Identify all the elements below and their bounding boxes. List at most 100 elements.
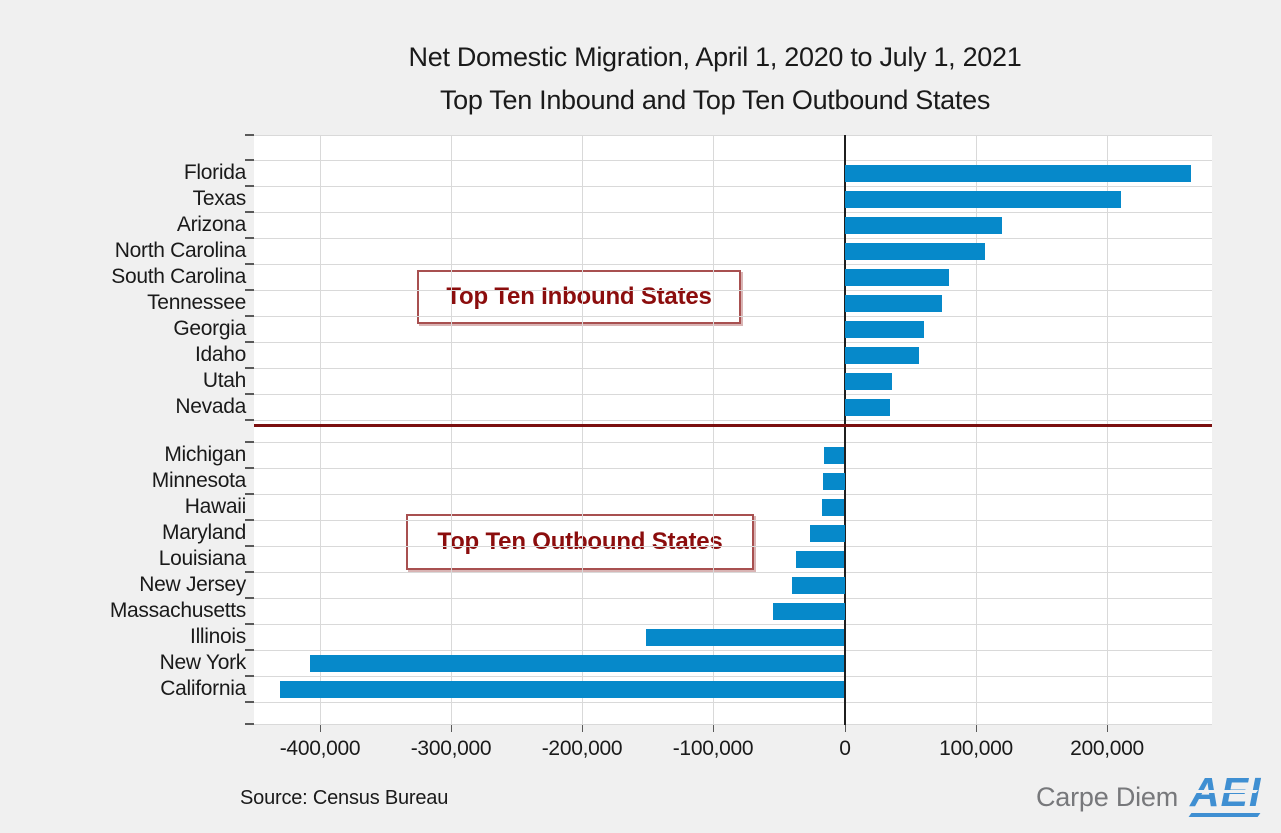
y-label-minnesota: Minnesota — [151, 469, 247, 492]
y-label-tennessee: Tennessee — [147, 291, 246, 314]
y-axis-tick — [245, 701, 254, 703]
y-axis-tick — [245, 315, 254, 317]
gridline-horizontal — [254, 468, 1212, 469]
bar-california — [280, 680, 845, 698]
y-axis-tick — [245, 211, 254, 213]
y-axis-tick — [245, 623, 254, 625]
gridline-horizontal — [254, 598, 1212, 599]
gridline-horizontal — [254, 212, 1212, 213]
gridline-vertical — [1107, 135, 1108, 725]
bar-massachusetts — [773, 602, 845, 620]
carpe-diem-aei-logo: Carpe Diem AEI — [1036, 772, 1269, 820]
gridline-horizontal — [254, 290, 1212, 291]
gridline-horizontal — [254, 394, 1212, 395]
gridline-horizontal — [254, 368, 1212, 369]
y-label-utah: Utah — [202, 369, 246, 392]
y-label-texas: Texas — [192, 187, 247, 210]
bar-hawaii — [821, 498, 845, 516]
y-axis-tick — [245, 341, 254, 343]
y-axis-tick — [245, 185, 254, 187]
x-axis-tick — [845, 725, 846, 732]
y-axis-tick — [245, 289, 254, 291]
chart-title-line2: Top Ten Inbound and Top Ten Outbound Sta… — [439, 85, 991, 115]
plot-area: Top Ten Inbound States Top Ten Outbound … — [254, 135, 1212, 725]
y-label-illinois: Illinois — [190, 625, 246, 648]
x-tick-label: -200,000 — [541, 737, 623, 760]
inbound-annotation-label: Top Ten Inbound States — [446, 283, 712, 310]
bar-idaho — [844, 346, 919, 364]
x-axis-tick — [582, 725, 583, 732]
y-axis-tick — [245, 649, 254, 651]
y-label-florida: Florida — [183, 161, 246, 184]
x-axis-tick — [320, 725, 321, 732]
gridline-horizontal — [254, 186, 1212, 187]
aei-logo: AEI — [1188, 772, 1269, 820]
bar-florida — [844, 164, 1191, 182]
gridline-vertical — [976, 135, 977, 725]
gridline-vertical — [713, 135, 714, 725]
gridline-horizontal — [254, 702, 1212, 703]
gridline-horizontal — [254, 724, 1212, 725]
gridline-horizontal — [254, 546, 1212, 547]
gridline-horizontal — [254, 494, 1212, 495]
zero-axis-line — [844, 135, 846, 725]
outbound-annotation-box: Top Ten Outbound States — [406, 514, 754, 570]
y-label-south-carolina: South Carolina — [111, 265, 246, 288]
gridline-horizontal — [254, 160, 1212, 161]
outbound-annotation-label: Top Ten Outbound States — [437, 528, 723, 555]
y-axis-tick — [245, 237, 254, 239]
carpe-diem-wordmark: Carpe Diem — [1036, 782, 1179, 812]
bar-texas — [844, 190, 1122, 208]
y-label-georgia: Georgia — [173, 317, 246, 340]
bar-new-jersey — [791, 576, 845, 594]
y-axis-tick — [245, 441, 254, 443]
x-tick-label: 200,000 — [1070, 737, 1144, 760]
gridline-horizontal — [254, 624, 1212, 625]
bar-tennessee — [844, 294, 942, 312]
y-label-nevada: Nevada — [175, 395, 246, 418]
y-label-hawaii: Hawaii — [184, 495, 247, 518]
gridline-horizontal — [254, 264, 1212, 265]
gridline-vertical — [451, 135, 452, 725]
bar-louisiana — [795, 550, 845, 568]
y-axis-tick — [245, 545, 254, 547]
bar-georgia — [844, 320, 924, 338]
bar-utah — [844, 372, 892, 390]
y-label-louisiana: Louisiana — [158, 547, 247, 570]
bar-south-carolina — [844, 268, 949, 286]
gridline-horizontal — [254, 572, 1212, 573]
y-label-arizona: Arizona — [176, 213, 246, 236]
gridline-horizontal — [254, 238, 1212, 239]
y-axis-tick — [245, 159, 254, 161]
y-label-new-york: New York — [159, 651, 247, 674]
x-axis-tick — [976, 725, 977, 732]
y-axis-tick — [245, 493, 254, 495]
y-label-north-carolina: North Carolina — [114, 239, 247, 262]
y-axis-tick — [245, 597, 254, 599]
bar-michigan — [823, 446, 845, 464]
x-tick-label: -400,000 — [279, 737, 361, 760]
y-label-michigan: Michigan — [164, 443, 246, 466]
y-axis-tick — [245, 419, 254, 421]
bar-new-york — [310, 654, 845, 672]
gridline-vertical — [320, 135, 321, 725]
y-axis-tick — [245, 675, 254, 677]
y-axis-tick — [245, 134, 254, 136]
chart-title-line1: Net Domestic Migration, April 1, 2020 to… — [408, 42, 1022, 72]
chart-title: Net Domestic Migration, April 1, 2020 to… — [150, 36, 1280, 122]
x-axis-tick — [713, 725, 714, 732]
x-tick-label: 100,000 — [939, 737, 1013, 760]
y-axis-tick — [245, 367, 254, 369]
y-label-maryland: Maryland — [162, 521, 246, 544]
bar-nevada — [844, 398, 890, 416]
y-label-massachusetts: Massachusetts — [109, 599, 246, 622]
bar-arizona — [844, 216, 1002, 234]
bar-north-carolina — [844, 242, 985, 260]
gridline-horizontal — [254, 420, 1212, 421]
y-label-california: California — [160, 677, 246, 700]
y-axis-tick — [245, 393, 254, 395]
gridline-horizontal — [254, 650, 1212, 651]
gridline-vertical — [582, 135, 583, 725]
x-axis-tick — [1107, 725, 1108, 732]
gridline-horizontal — [254, 342, 1212, 343]
